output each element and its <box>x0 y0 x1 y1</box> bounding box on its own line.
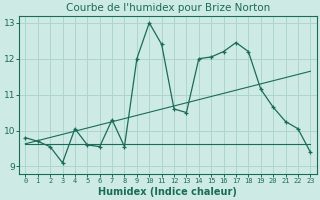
X-axis label: Humidex (Indice chaleur): Humidex (Indice chaleur) <box>98 187 237 197</box>
Title: Courbe de l'humidex pour Brize Norton: Courbe de l'humidex pour Brize Norton <box>66 3 270 13</box>
